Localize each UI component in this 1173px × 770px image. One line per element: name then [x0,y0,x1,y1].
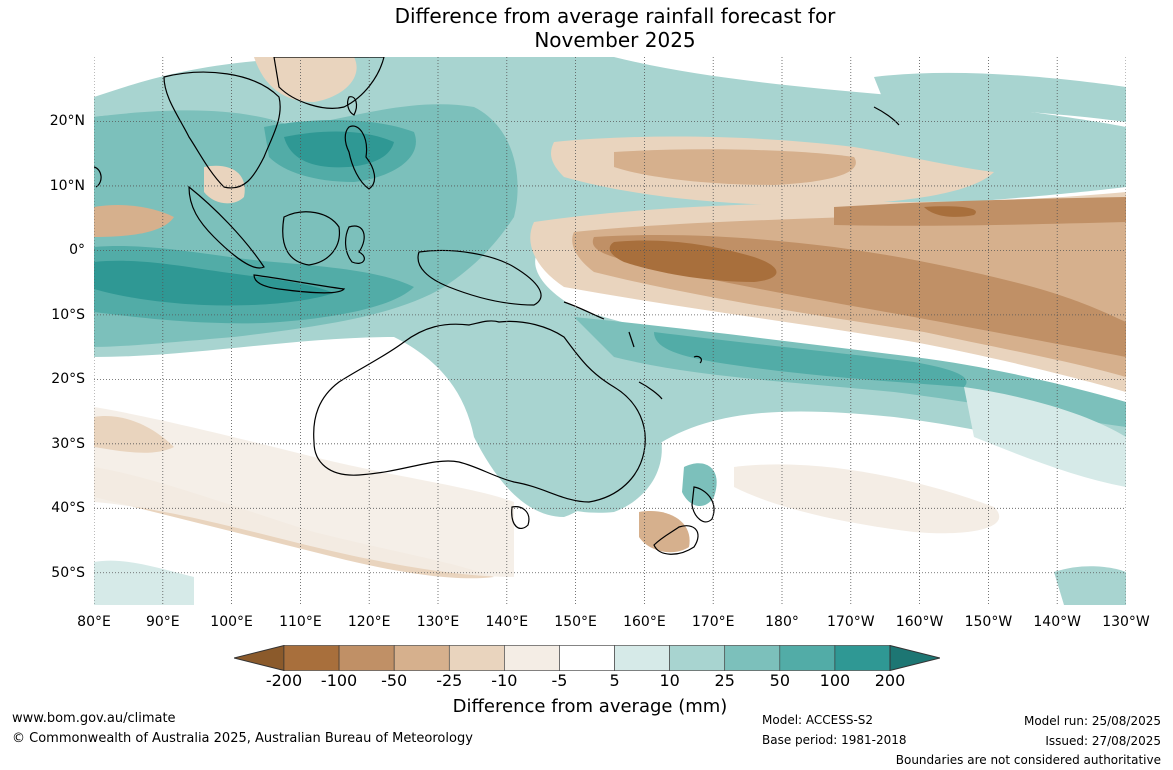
wet-far-south [94,560,194,605]
new-zealand-south [653,525,699,555]
colorbar-box [338,645,395,671]
colorbar-tick-label: -100 [320,671,358,690]
colorbar-tick-label: -50 [381,671,408,690]
colorbar-tick-label: -200 [265,671,303,690]
australia-outline [313,320,646,503]
sumatra-outline [188,185,265,269]
longitude-label: 130°W [1102,614,1150,630]
latitude-label: 40°S [51,500,85,517]
title-line-1: Difference from average rainfall forecas… [394,4,836,28]
latitude-label: 0° [69,242,85,259]
rainfall-anomaly-map [94,57,1126,605]
china-outline [273,57,385,109]
gridlines [94,57,1126,605]
wet-far-south-east [1054,566,1126,605]
longitude-label: 110°E [279,614,322,630]
java-outline [253,274,346,294]
wet-spcz-core [654,332,967,387]
colorbar-tick-label: 100 [819,671,851,690]
colorbar-box [614,645,670,671]
taiwan-outline [347,96,358,116]
colorbar-box [448,645,505,671]
colorbar-tick-label: 50 [769,671,790,690]
latitude-label: 10°S [51,306,85,323]
dry-andaman [94,205,174,237]
new-zealand-north [691,486,715,523]
colorbar-box [559,645,615,671]
longitude-label: 80°E [77,614,111,630]
longitude-label: 150°E [554,614,597,630]
tasmania-outline [511,506,530,529]
longitude-label: 150°W [964,614,1013,630]
colorbar-extend-low [234,645,285,671]
wet-region-strongest [94,260,334,306]
fiji [693,355,703,364]
dry-south-china [254,57,357,102]
colorbar-extend-high [889,645,940,671]
longitude-label: 120°E [347,614,391,630]
dry-nz-south [639,511,690,553]
sri-lanka [94,166,102,188]
issued-date: Issued: 27/08/2025 [1045,734,1161,748]
longitude-label: 100°E [210,614,253,630]
anomaly-field [94,57,1126,605]
wet-bay-of-bengal [94,115,174,182]
vanuatu [628,331,635,348]
latitude-label: 20°N [49,113,85,130]
colorbar-tick-label: 5 [609,671,620,690]
map-title: Difference from average rainfall forecas… [0,4,1173,52]
longitude-label: 160°E [623,614,666,630]
colorbar-box [504,645,560,671]
colorbar-tick-label: 25 [714,671,735,690]
longitude-label: 140°E [485,614,529,630]
wet-southeast-pacific [964,387,1126,487]
wet-north-pacific [874,72,1126,122]
colorbar-tick-label: -25 [436,671,463,690]
colorbar-tick-label: 10 [659,671,680,690]
dry-eastern-core [924,206,976,217]
latitude-label: 30°S [51,435,85,452]
new-guinea-outline [417,249,542,306]
base-period: Base period: 1981-2018 [762,733,907,747]
longitude-label: 170°W [827,614,875,630]
colorbar [234,645,940,671]
colorbar-box [283,645,340,671]
dry-equatorial-core [609,240,777,282]
colorbar-label: Difference from average (mm) [452,696,728,717]
colorbar-box [724,645,781,671]
wet-tasman [472,383,662,513]
colorbar-tick-label: -10 [491,671,518,690]
sulawesi-outline [345,225,365,264]
model-name: Model: ACCESS-S2 [762,713,874,727]
colorbar-box [834,645,891,671]
longitude-label: 140°W [1033,614,1081,630]
colorbar-tick-label: -5 [551,671,568,690]
colorbar-box [779,645,836,671]
boundaries-disclaimer: Boundaries are not considered authoritat… [895,753,1161,767]
latitude-label: 10°N [49,177,85,194]
title-line-2: November 2025 [534,28,696,52]
dry-se-pacific [734,464,1000,534]
dry-eastern-band [834,197,1126,226]
longitude-label: 90°E [145,614,180,630]
dry-southern-light [94,407,514,577]
hawaii [873,106,900,126]
longitude-label: 180° [765,614,799,630]
coastlines [94,57,900,555]
copyright-notice: © Commonwealth of Australia 2025, Austra… [12,731,473,746]
dry-north-pacific-core [614,149,856,185]
website-url: www.bom.gov.au/climate [12,711,176,726]
colorbar-box [393,645,450,671]
longitude-label: 170°E [691,614,735,630]
latitude-label: 20°S [51,371,85,388]
model-run-date: Model run: 25/08/2025 [1023,714,1161,728]
indochina-outline [163,71,281,189]
latitude-label: 50°S [51,564,85,581]
solomon-islands [563,301,605,320]
colorbar-box [669,645,726,671]
new-caledonia [638,381,663,400]
longitude-label: 160°W [895,614,944,630]
colorbar-tick-label: 200 [874,671,906,690]
longitude-label: 130°E [416,614,460,630]
